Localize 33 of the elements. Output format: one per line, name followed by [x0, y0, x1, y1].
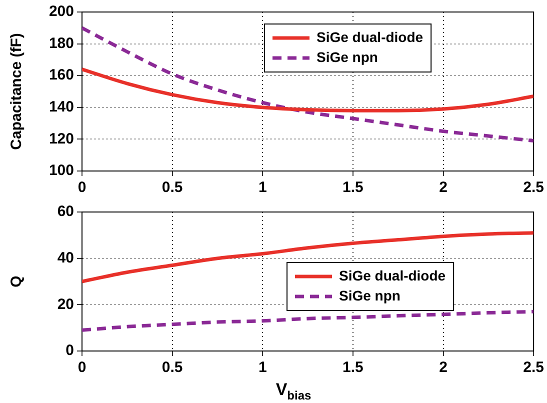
x-tick-label: 0 [78, 359, 86, 376]
y-tick-label: 140 [48, 98, 74, 116]
legend-label: SiGe dual-diode [316, 28, 424, 45]
line-series [82, 310, 534, 332]
x-tick-label: 2 [439, 179, 448, 196]
y-axis-title: Capacitance (fF) [8, 33, 26, 150]
legend-label: SiGe npn [316, 48, 378, 65]
x-tick-label: 1.5 [342, 179, 364, 196]
y-tick-label: 100 [48, 162, 74, 180]
x-tick-label: 0.5 [162, 359, 183, 376]
line-series [82, 67, 534, 112]
x-tick-label: 0 [78, 179, 86, 196]
y-tick-label: 0 [66, 342, 74, 360]
y-tick-label: 20 [57, 296, 74, 313]
y-tick-label: 200 [48, 3, 74, 20]
y-tick-label: 180 [48, 34, 74, 52]
y-tick-label: 120 [48, 130, 74, 148]
line-series [82, 26, 534, 143]
x-axis-title: V$_{bias}$ [274, 380, 312, 403]
x-tick-label: 2.5 [523, 359, 544, 376]
x-tick-label: 2.5 [523, 179, 544, 196]
x-tick-label: 1.5 [342, 359, 364, 376]
y-axis-title: Q [8, 275, 26, 288]
y-tick-label: 40 [57, 249, 74, 266]
x-tick-label: 0.5 [162, 179, 183, 196]
line-series [82, 231, 534, 284]
x-tick-label: 2 [439, 359, 448, 376]
y-tick-label: 160 [48, 66, 74, 84]
legend-label: SiGe npn [339, 287, 400, 304]
x-tick-label: 1 [258, 179, 267, 196]
y-tick-label: 60 [57, 203, 74, 220]
legend-label: SiGe dual-diode [339, 267, 446, 284]
x-tick-label: 1 [258, 359, 267, 376]
